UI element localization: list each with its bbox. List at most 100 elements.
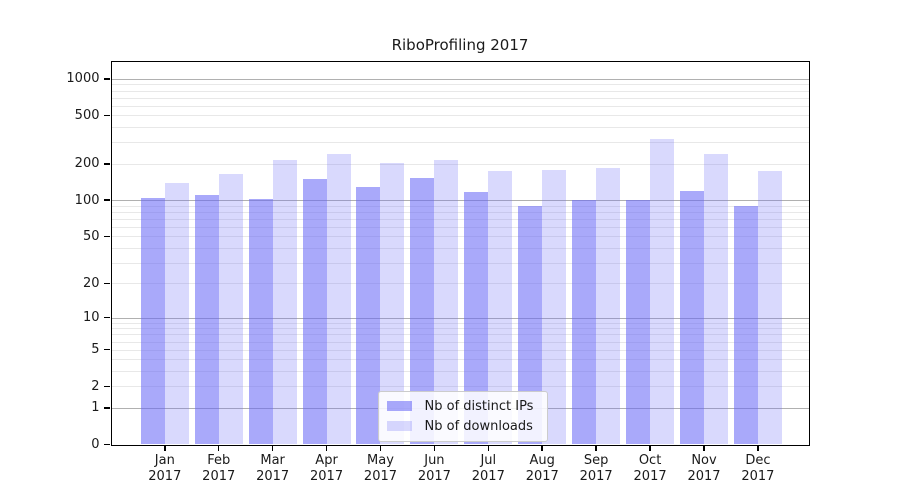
x-tick-jul [487,444,490,451]
bar-downloads-jan [164,182,189,445]
y-tick-2 [104,385,110,388]
x-tick-jun [433,444,436,451]
gridline-major-100 [111,200,809,202]
gridline-minor-4 [111,359,809,361]
legend-swatch-downloads-icon [386,420,412,432]
y-tick-label-100: 100 [74,192,100,208]
y-tick-200 [104,163,110,165]
y-tick-label-500: 500 [74,107,100,123]
bar-distinct-ips-oct [626,200,651,445]
y-tick-label-200: 200 [74,156,100,172]
bar-distinct-ips-sep [572,200,597,445]
y-tick-label-50: 50 [82,228,100,244]
x-tick-mar [271,444,274,451]
x-tick-sep [595,444,597,451]
y-tick-label-10: 10 [82,310,100,326]
gridline-minor-8 [111,328,809,330]
legend: Nb of distinct IPs Nb of downloads [377,390,549,442]
x-tick-oct [649,444,651,451]
y-tick-10 [104,316,110,319]
y-tick-5 [104,348,110,351]
bar-distinct-ips-may [356,187,381,445]
legend-swatch-distinct-ips-icon [386,400,412,412]
x-tick-label-sep: Sep 2017 [579,452,613,484]
x-tick-label-may: May 2017 [363,452,398,484]
y-tick-label-1: 1 [91,400,100,416]
gridline-minor-3 [111,371,809,373]
bar-downloads-apr [326,153,351,445]
x-tick-may [379,444,382,451]
gridline-minor-800 [111,90,809,92]
gridline-minor-20 [111,283,809,285]
gridline-minor-5 [111,349,809,351]
gridline-minor-6 [111,341,809,343]
bar-downloads-oct [650,139,675,445]
chart-title: RiboProfiling 2017 [391,36,529,54]
bar-distinct-ips-nov [680,191,704,445]
legend-label-distinct-ips: Nb of distinct IPs [424,398,534,414]
gridline-major-10 [111,317,809,319]
y-tick-label-2: 2 [91,378,100,394]
bar-downloads-nov [704,154,728,445]
gridline-minor-40 [111,247,809,249]
plot-area: 0 1 2 5 10 20 50 100 200 500 1000 Jan 2017 Feb 2017… [66,60,810,484]
y-tick-label-20: 20 [82,275,100,291]
gridline-minor-50 [111,236,809,238]
y-tick-100 [104,199,110,201]
gridline-minor-7 [111,334,809,336]
bar-distinct-ips-mar [248,199,273,445]
bar-downloads-dec [757,171,782,445]
legend-item-downloads: Nb of downloads [386,418,534,434]
y-tick-1000 [104,78,110,80]
bar-downloads-sep [596,167,621,445]
gridline-minor-9 [111,322,809,324]
x-tick-label-aug: Aug 2017 [525,452,559,484]
y-tick-20 [104,282,110,285]
gridline-minor-30 [111,262,809,264]
x-tick-label-feb: Feb 2017 [202,452,236,484]
y-tick-label-5: 5 [91,342,100,358]
gridline-minor-200 [111,163,809,165]
x-tick-label-jun: Jun 2017 [417,452,451,484]
x-tick-label-nov: Nov 2017 [687,452,721,484]
bar-distinct-ips-jan [140,198,165,445]
x-tick-label-mar: Mar 2017 [256,452,290,484]
gridline-minor-400 [111,127,809,129]
x-tick-dec [757,444,759,451]
gridline-minor-2 [111,386,809,388]
x-tick-jan [164,444,166,451]
x-tick-label-jan: Jan 2017 [148,452,182,484]
y-tick-label-1000: 1000 [66,71,100,87]
x-tick-label-apr: Apr 2017 [310,452,344,484]
gridline-minor-70 [111,218,809,220]
gridline-minor-900 [111,84,809,86]
bar-distinct-ips-apr [302,178,327,445]
gridline-minor-80 [111,211,809,213]
y-tick-1 [104,407,110,409]
x-tick-label-jul: Jul 2017 [471,452,505,484]
gridline-minor-700 [111,97,809,99]
x-tick-nov [703,444,705,451]
gridline-major-1000 [111,78,809,80]
x-tick-label-oct: Oct 2017 [633,452,667,484]
gridline-minor-60 [111,226,809,228]
gridline-minor-600 [111,105,809,107]
legend-item-distinct-ips: Nb of distinct IPs [386,398,534,414]
y-tick-label-0: 0 [91,437,100,452]
bar-downloads-mar [272,159,297,445]
gridline-minor-90 [111,205,809,207]
x-tick-apr [325,444,328,451]
y-tick-0 [104,443,110,446]
bar-downloads-feb [218,173,243,445]
y-tick-50 [104,235,110,238]
legend-label-downloads: Nb of downloads [424,418,533,434]
y-tick-500 [104,114,110,117]
bar-distinct-ips-feb [194,194,219,445]
gridline-minor-300 [111,142,809,144]
bar-distinct-ips-dec [733,205,758,445]
x-tick-aug [541,444,543,451]
x-tick-feb [217,444,220,451]
x-tick-label-dec: Dec 2017 [741,452,775,484]
gridline-minor-500 [111,115,809,117]
